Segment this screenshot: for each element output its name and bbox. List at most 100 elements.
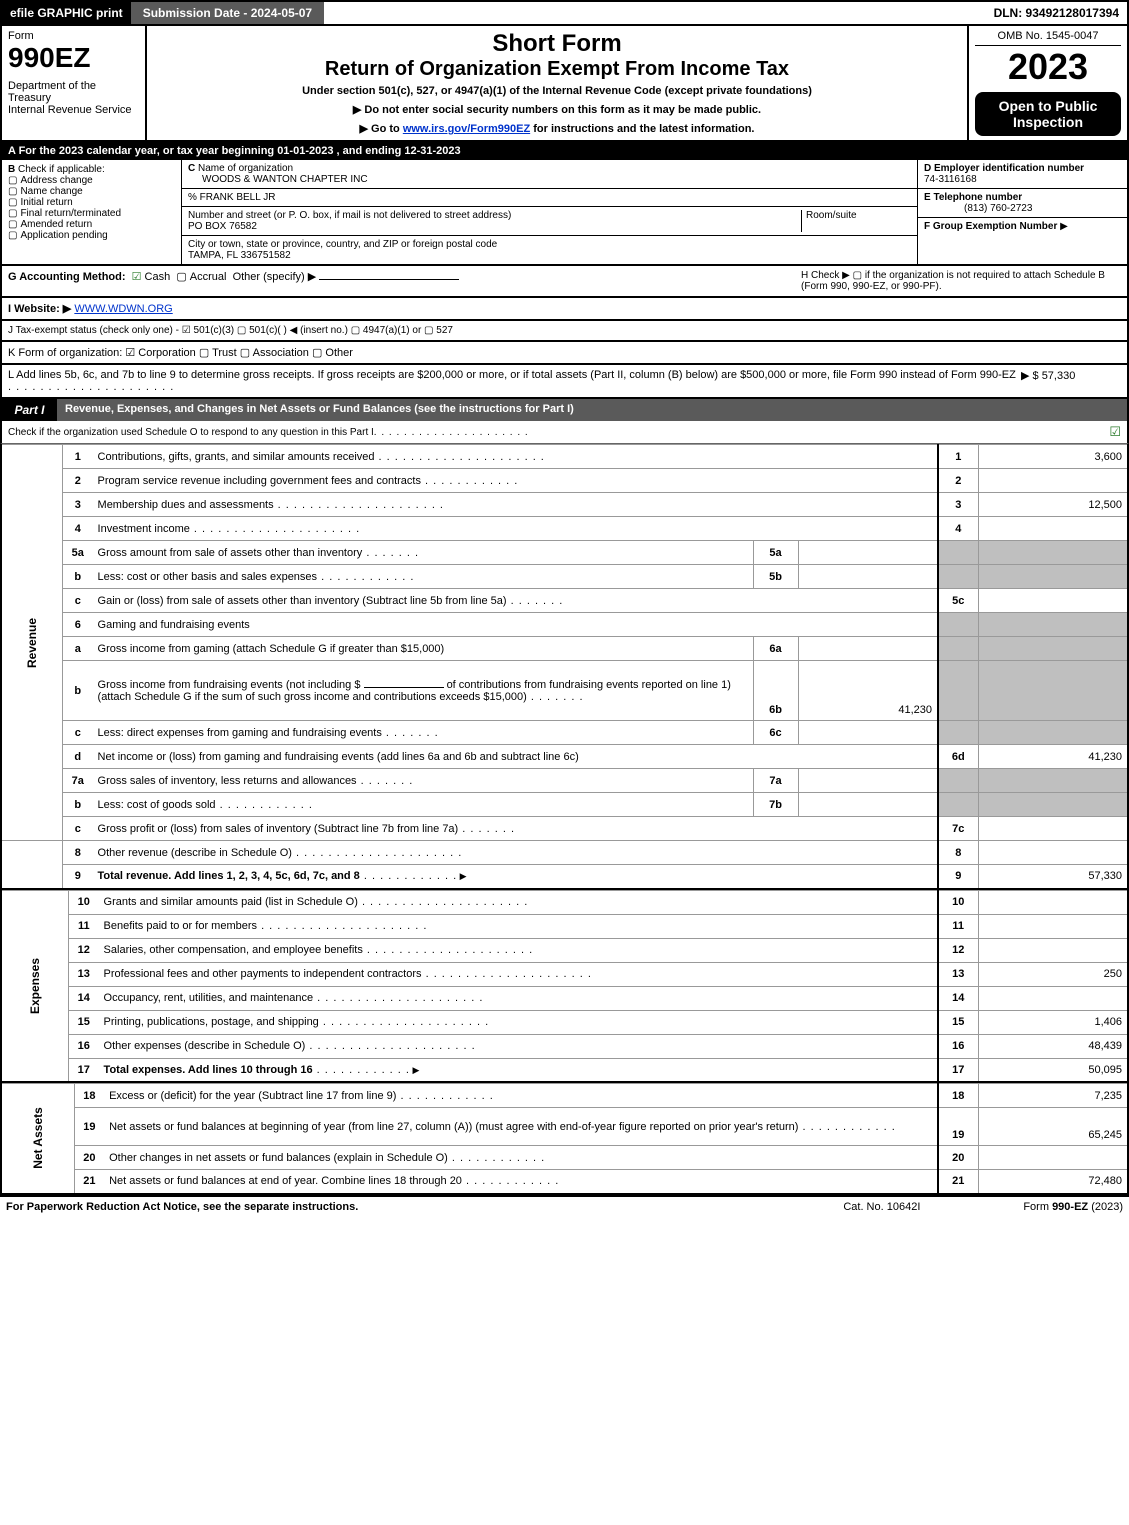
form-ref-bold: 990-EZ — [1052, 1201, 1088, 1213]
line-desc: Occupancy, rent, utilities, and maintena… — [99, 986, 938, 1010]
shade-cell — [978, 541, 1128, 565]
irs-link[interactable]: www.irs.gov/Form990EZ — [403, 123, 530, 135]
shade-cell — [978, 613, 1128, 637]
line-desc: Professional fees and other payments to … — [99, 962, 938, 986]
line-num: 3 — [63, 493, 93, 517]
line-num: b — [63, 565, 93, 589]
line-desc: Benefits paid to or for members — [99, 914, 938, 938]
table-row: 8 Other revenue (describe in Schedule O)… — [1, 841, 1128, 865]
line-val: 7,235 — [978, 1084, 1128, 1108]
table-row: 21 Net assets or fund balances at end of… — [1, 1170, 1128, 1194]
ein: 74-3116168 — [924, 174, 977, 185]
side-net-assets: Net Assets — [1, 1084, 74, 1194]
L-dots — [8, 381, 174, 393]
section-B-to-F: B Check if applicable: Address change Na… — [0, 160, 1129, 266]
org-name: WOODS & WANTON CHAPTER INC — [188, 174, 368, 185]
line-col-num: 1 — [938, 445, 978, 469]
row-K: K Form of organization: ☑ Corporation ▢ … — [0, 342, 1129, 365]
line-desc: Investment income — [93, 517, 938, 541]
website-link[interactable]: WWW.WDWN.ORG — [74, 303, 172, 315]
col-B: B Check if applicable: Address change Na… — [2, 160, 182, 264]
line-col-num: 15 — [938, 1010, 978, 1034]
efile-print-label[interactable]: efile GRAPHIC print — [2, 2, 131, 24]
I-pre: I Website: ▶ — [8, 303, 71, 315]
chk-initial-return[interactable]: Initial return — [8, 197, 73, 208]
table-row: 14 Occupancy, rent, utilities, and maint… — [1, 986, 1128, 1010]
sub-label: 6b — [753, 661, 798, 721]
line-desc: Gross sales of inventory, less returns a… — [93, 769, 753, 793]
shade-cell — [938, 721, 978, 745]
addr-row: Number and street (or P. O. box, if mail… — [182, 207, 917, 236]
chk-accrual[interactable]: Accrual — [176, 271, 226, 283]
table-row: 2 Program service revenue including gove… — [1, 469, 1128, 493]
chk-name-change[interactable]: Name change — [8, 186, 83, 197]
header-right: OMB No. 1545-0047 2023 Open to Public In… — [967, 26, 1127, 140]
col-C: C Name of organization WOODS & WANTON CH… — [182, 160, 917, 264]
line-val — [978, 517, 1128, 541]
title-return: Return of Organization Exempt From Incom… — [153, 58, 961, 81]
table-row: 17 Total expenses. Add lines 10 through … — [1, 1058, 1128, 1082]
L-amount: ▶ $ 57,330 — [1021, 369, 1121, 393]
note-ssn: ▶ Do not enter social security numbers o… — [153, 103, 961, 116]
part1-check-dots — [374, 427, 529, 438]
line-col-num: 5c — [938, 589, 978, 613]
chk-application-pending[interactable]: Application pending — [8, 230, 108, 241]
G-pre: G Accounting Method: — [8, 271, 126, 283]
paperwork-notice: For Paperwork Reduction Act Notice, see … — [6, 1201, 843, 1213]
form-ref: Form 990-EZ (2023) — [1023, 1201, 1123, 1213]
sub-val — [798, 721, 938, 745]
part1-check-mark[interactable]: ☑ — [1109, 424, 1121, 440]
line-num: 17 — [69, 1058, 99, 1082]
L-text: L Add lines 5b, 6c, and 7b to line 9 to … — [8, 369, 1021, 393]
shade-cell — [938, 661, 978, 721]
table-row: 11 Benefits paid to or for members 11 — [1, 914, 1128, 938]
line-val — [978, 589, 1128, 613]
line-val: 1,406 — [978, 1010, 1128, 1034]
line-val — [978, 841, 1128, 865]
line-desc: Less: cost of goods sold — [93, 793, 753, 817]
line-col-num: 14 — [938, 986, 978, 1010]
omb-number: OMB No. 1545-0047 — [975, 30, 1121, 46]
table-row: 16 Other expenses (describe in Schedule … — [1, 1034, 1128, 1058]
shade-cell — [978, 565, 1128, 589]
line-num: b — [63, 661, 93, 721]
blank-amount[interactable] — [364, 687, 444, 688]
line-num: 1 — [63, 445, 93, 469]
table-row: Net Assets 18 Excess or (deficit) for th… — [1, 1084, 1128, 1108]
chk-amended-return[interactable]: Amended return — [8, 219, 92, 230]
table-row: 7a Gross sales of inventory, less return… — [1, 769, 1128, 793]
line-col-num: 3 — [938, 493, 978, 517]
netassets-table: Net Assets 18 Excess or (deficit) for th… — [0, 1083, 1129, 1195]
top-bar: efile GRAPHIC print Submission Date - 20… — [0, 0, 1129, 26]
F-row: F Group Exemption Number ▶ — [918, 218, 1127, 235]
sub-label: 7b — [753, 793, 798, 817]
line-desc: Contributions, gifts, grants, and simila… — [93, 445, 938, 469]
sub-val — [798, 565, 938, 589]
table-row: 9 Total revenue. Add lines 1, 2, 3, 4, 5… — [1, 865, 1128, 889]
line-col-num: 11 — [938, 914, 978, 938]
line-val: 48,439 — [978, 1034, 1128, 1058]
F-arrow: ▶ — [1060, 221, 1068, 232]
G-other-line[interactable] — [319, 279, 459, 280]
line-num: 13 — [69, 962, 99, 986]
line-desc: Grants and similar amounts paid (list in… — [99, 890, 938, 914]
line-num: 20 — [74, 1146, 104, 1170]
line-num: 4 — [63, 517, 93, 541]
line-desc: Gross amount from sale of assets other t… — [93, 541, 753, 565]
table-row: a Gross income from gaming (attach Sched… — [1, 637, 1128, 661]
line-col-num: 19 — [938, 1108, 978, 1146]
line-val: 57,330 — [978, 865, 1128, 889]
B-check-if: Check if applicable: — [18, 164, 105, 175]
table-row: c Less: direct expenses from gaming and … — [1, 721, 1128, 745]
line-desc: Less: direct expenses from gaming and fu… — [93, 721, 753, 745]
shade-cell — [938, 637, 978, 661]
title-under-section: Under section 501(c), 527, or 4947(a)(1)… — [153, 85, 961, 97]
chk-address-change[interactable]: Address change — [8, 175, 93, 186]
chk-cash[interactable]: Cash — [132, 271, 171, 283]
line-num: 8 — [63, 841, 93, 865]
line-num: 19 — [74, 1108, 104, 1146]
line-num: b — [63, 793, 93, 817]
line-desc: Gross income from fundraising events (no… — [93, 661, 753, 721]
chk-final-return[interactable]: Final return/terminated — [8, 208, 121, 219]
row-A-calendar-year: A For the 2023 calendar year, or tax yea… — [0, 142, 1129, 160]
